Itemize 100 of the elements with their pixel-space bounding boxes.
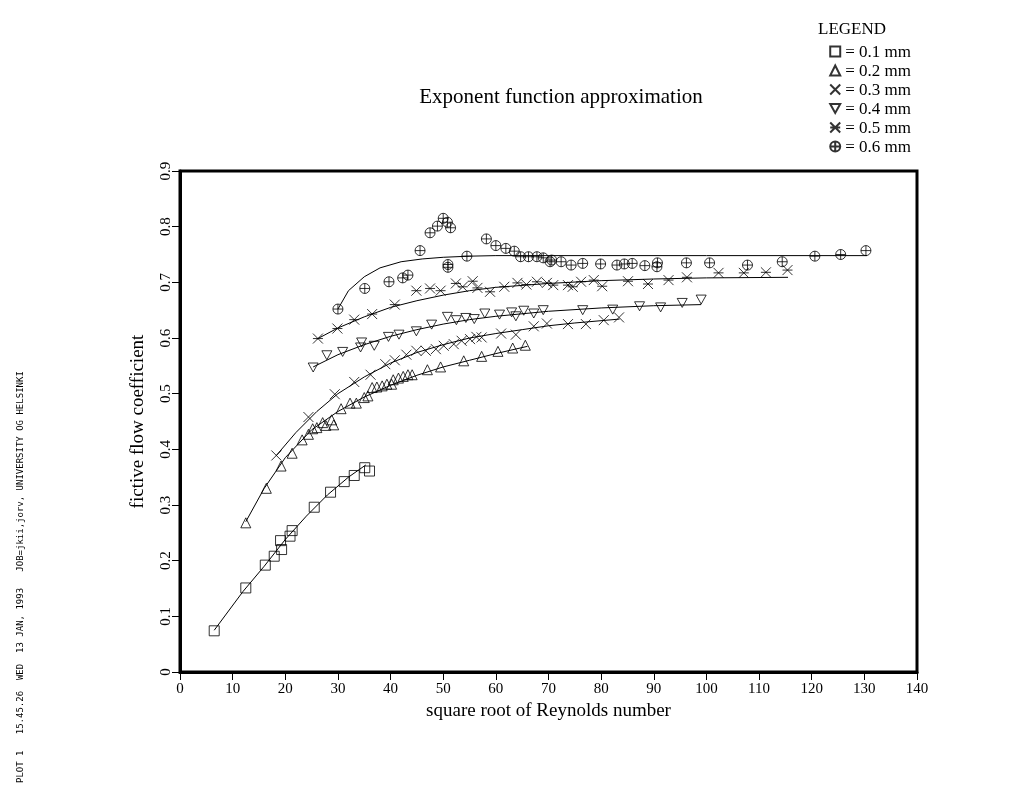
point [655,302,667,313]
point [431,220,443,232]
point [450,277,462,289]
point [371,381,383,393]
point [441,311,453,322]
x-tick-label: 100 [695,679,718,696]
point [480,233,492,245]
point [362,390,374,402]
point [467,275,479,287]
x-tick-label: 140 [905,679,929,696]
point [776,256,788,268]
point [634,301,646,312]
point [460,312,472,323]
point [528,308,540,319]
x-tick-label: 110 [748,679,771,696]
point [308,501,320,513]
point [366,382,378,394]
point [562,279,574,291]
point [537,305,549,316]
point [284,530,296,542]
y-axis-title: fictive flow coefficient [126,333,147,509]
point [508,245,520,257]
point [476,350,488,362]
legend-label: = 0.2 mm [845,61,912,80]
point [350,397,362,409]
point [328,419,340,431]
point [359,462,371,474]
point [240,582,252,594]
y-tick-label: 0 [156,668,173,676]
point [348,314,360,326]
x-tick-label: 0 [176,679,184,696]
point [286,525,298,537]
point [835,249,847,260]
point [445,222,457,234]
point [541,277,553,289]
y-tick-label: 0.3 [156,495,173,515]
point [356,337,368,348]
point [389,299,401,311]
y-tick-label: 0.9 [156,161,173,181]
point [387,374,399,386]
point [741,259,753,271]
point [507,342,519,354]
y-tick-label: 0.8 [156,217,173,237]
x-axis-title: square root of Reynolds number [426,699,672,720]
point [302,428,314,440]
point [680,257,692,269]
x-tick-label: 30 [330,679,346,696]
point [331,323,343,335]
point [355,342,367,353]
point [268,550,280,562]
point [520,279,532,291]
point [335,403,347,415]
point [437,212,449,224]
point [424,227,436,239]
point [651,257,663,269]
point [275,460,287,472]
point [393,329,405,340]
point [567,281,579,293]
legend-label: = 0.3 mm [845,80,912,99]
point [681,271,693,283]
point [338,476,350,488]
point [402,369,414,381]
point [368,340,380,351]
point [275,535,287,547]
point [383,276,395,288]
point [410,285,422,297]
y-tick-label: 0.4 [156,439,173,459]
point [713,267,725,279]
legend-label: = 0.4 mm [845,99,912,118]
x-tick-label: 80 [593,679,609,696]
point [704,257,716,269]
point [663,274,675,286]
x-tick-label: 120 [800,679,823,696]
point [332,303,344,315]
point [435,361,447,373]
legend-label: = 0.6 mm [845,137,912,156]
point [492,345,504,357]
point [738,267,750,279]
point [760,266,772,278]
x-tick-label: 40 [383,679,399,696]
point [458,355,470,367]
point [366,308,378,320]
point [240,517,252,529]
point [296,434,308,446]
text: PLOT 1 15.45.26 WED 13 JAN, 1993 JOB=jkii,jorv, UNIVERSITY OG HELSINKI [15,371,25,783]
point [782,264,793,276]
point [510,311,522,322]
point [676,297,688,308]
point [312,333,324,345]
point [326,414,338,426]
point [358,392,370,404]
x-tick-label: 130 [853,679,876,696]
point [695,294,707,305]
point [348,470,360,481]
point [307,423,319,435]
point [325,486,337,498]
point [519,339,531,351]
point [511,277,523,289]
point [577,305,589,316]
point [321,350,333,361]
